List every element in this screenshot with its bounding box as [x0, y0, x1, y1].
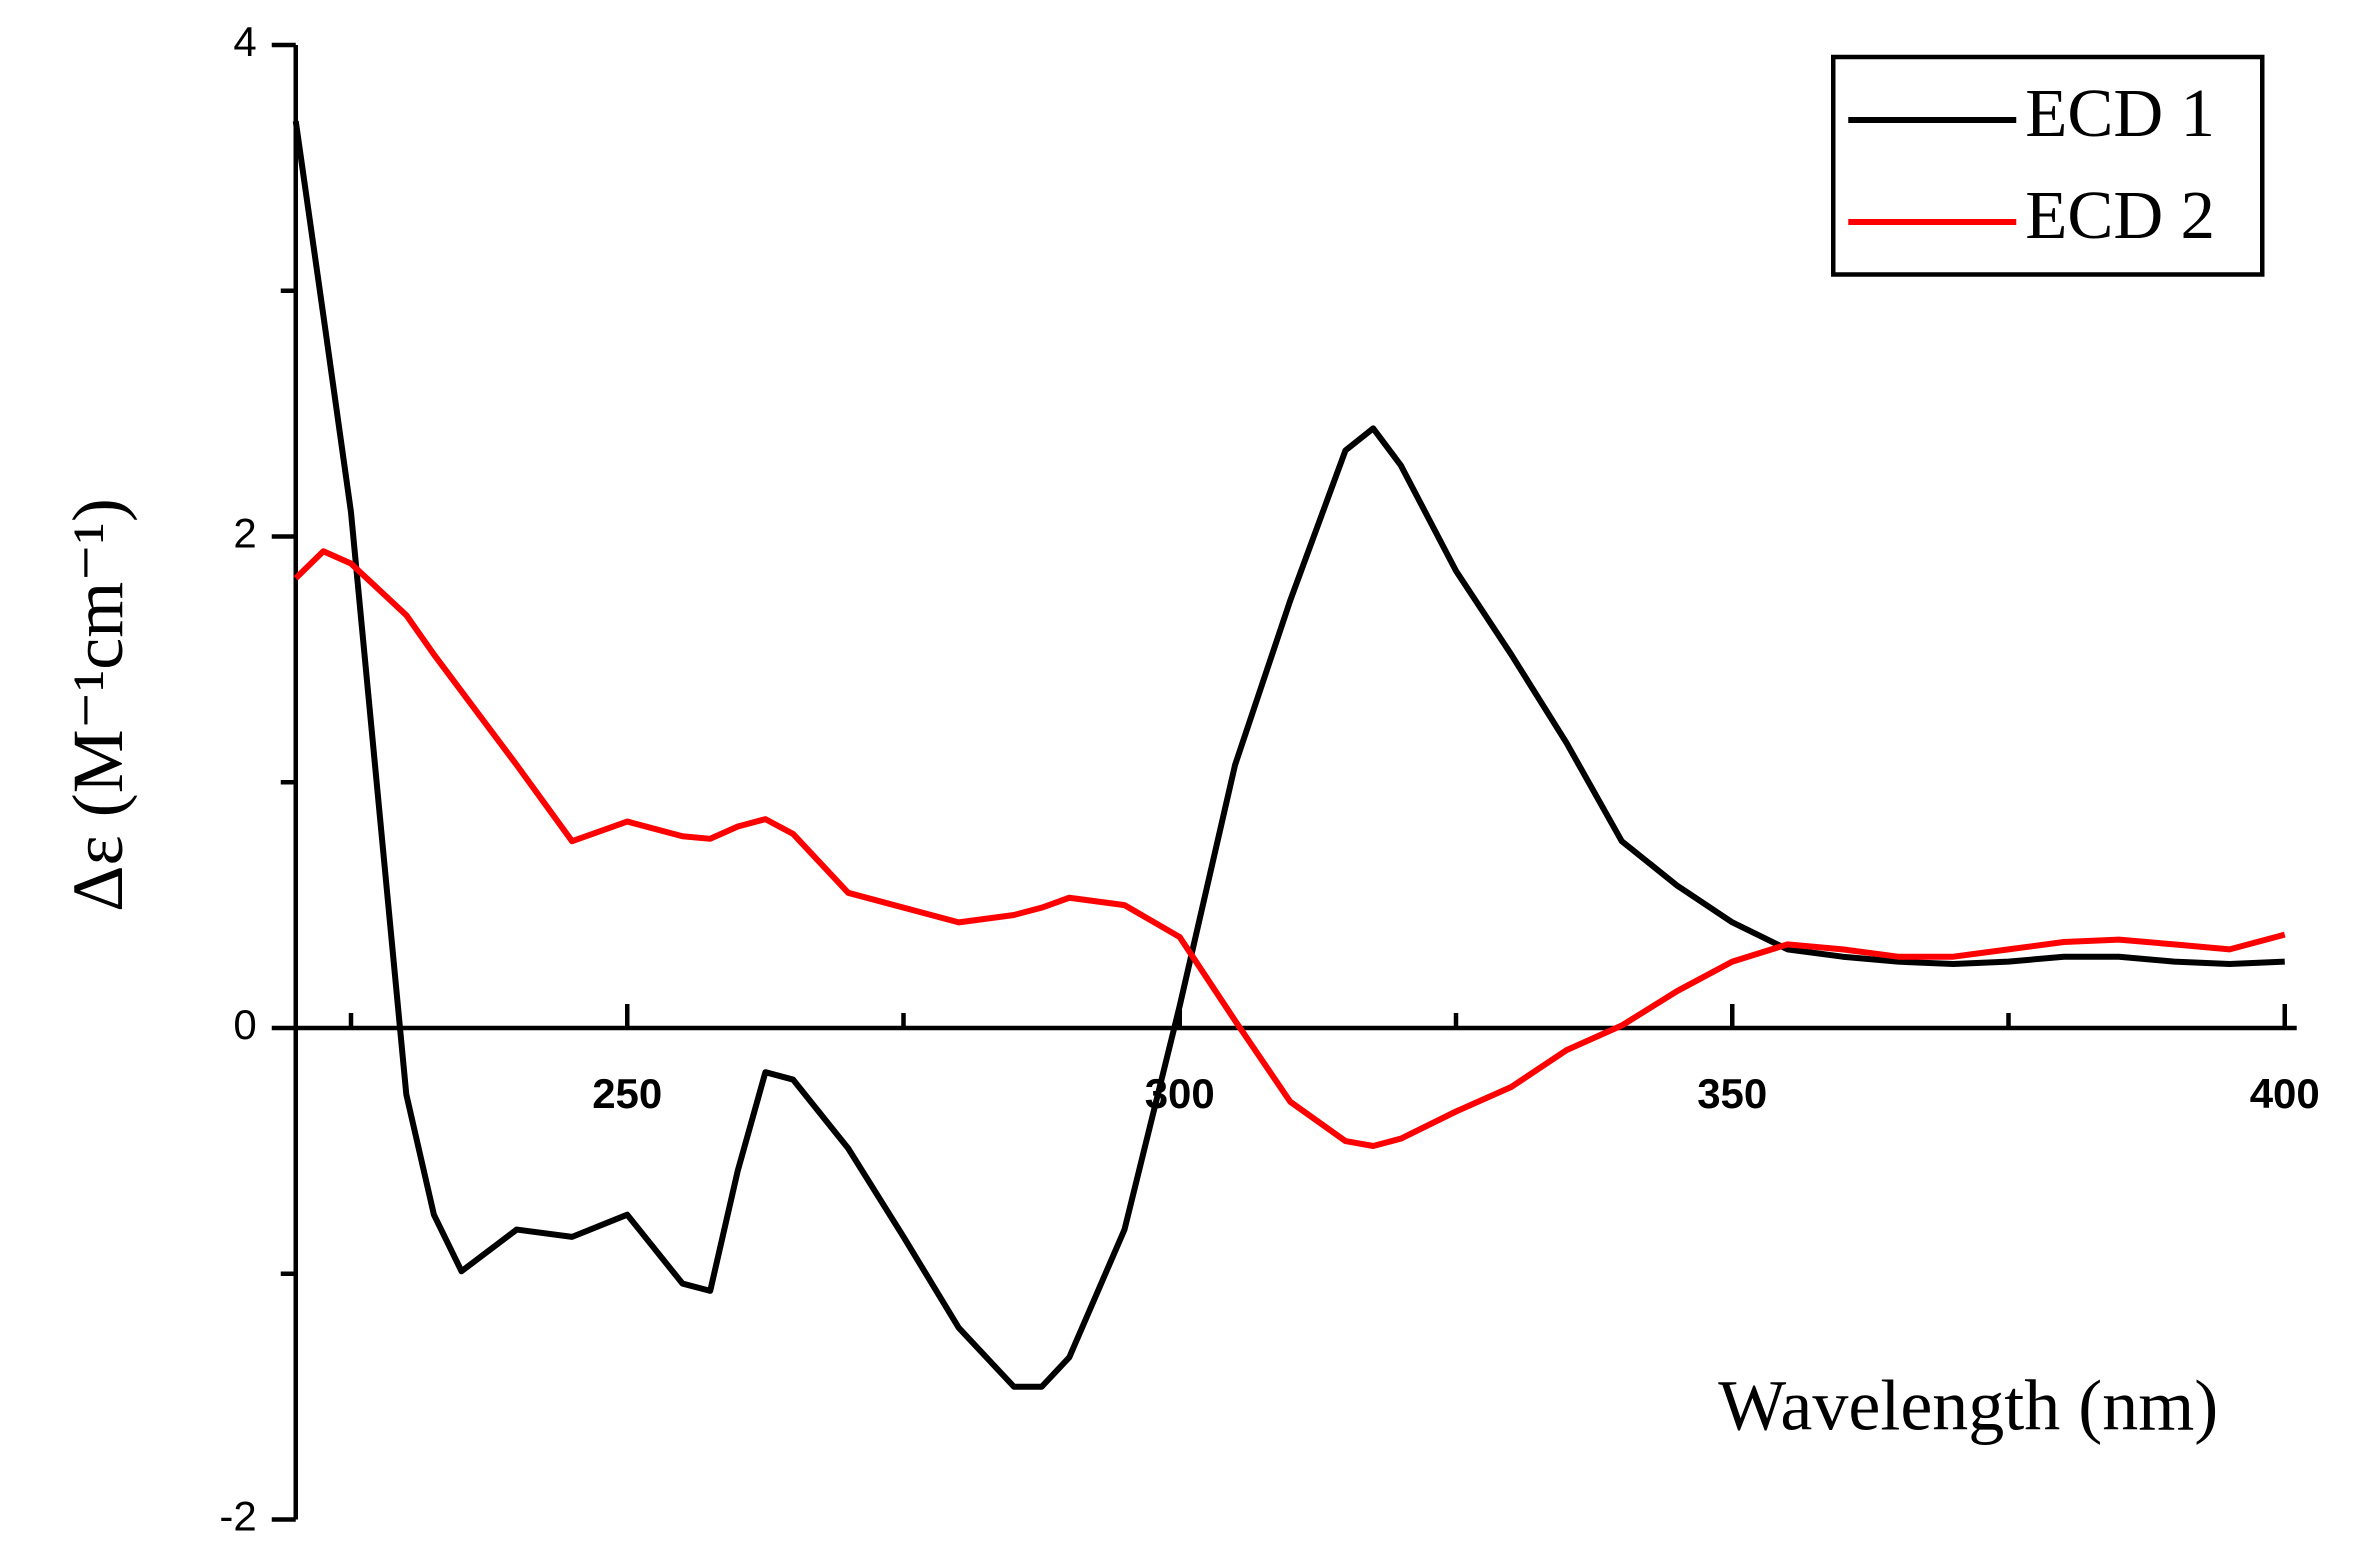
y-axis-label: Δε (M⁻¹cm⁻¹) [58, 498, 138, 912]
x-tick-label: 400 [2250, 1070, 2320, 1117]
y-tick-label: 0 [233, 1001, 256, 1048]
x-axis-label: Wavelength (nm) [1718, 1366, 2218, 1446]
x-tick-label: 350 [1697, 1070, 1767, 1117]
data-line [292, 120, 2285, 1390]
data-line [293, 548, 2286, 1149]
x-tick-label: 250 [592, 1070, 662, 1117]
legend-label: ECD 1 [2025, 75, 2215, 151]
legend-box [1831, 54, 2265, 277]
y-tick-label: 2 [233, 510, 256, 557]
y-tick-label: 4 [233, 18, 256, 65]
y-tick-label: -2 [219, 1493, 256, 1540]
legend-label: ECD 2 [2025, 177, 2215, 253]
